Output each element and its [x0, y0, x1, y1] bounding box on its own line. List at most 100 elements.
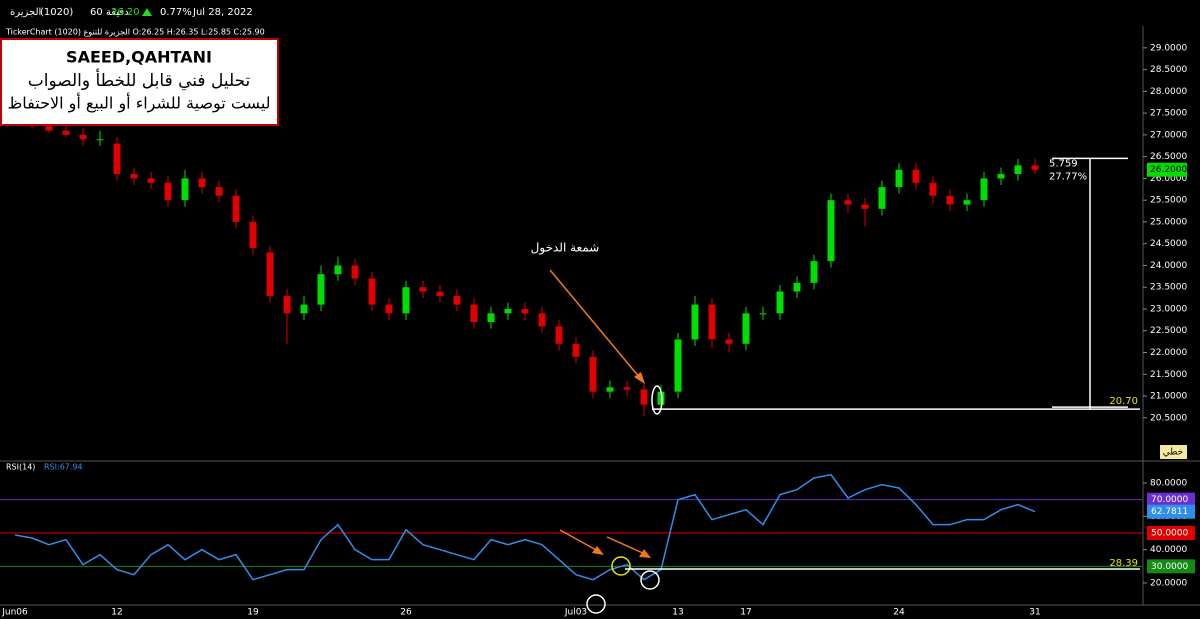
measure-change: 5.759 — [1049, 158, 1078, 169]
candle-body — [215, 187, 223, 196]
note-title: SAEED,QAHTANI — [66, 48, 212, 67]
x-tick-label: 19 — [247, 608, 259, 618]
candle-body — [827, 200, 835, 262]
level-tag-label: 50.0000 — [1151, 529, 1188, 539]
candle-body — [45, 126, 53, 131]
candle-body — [181, 178, 189, 201]
candle-body — [861, 204, 869, 209]
up-arrow — [142, 8, 152, 16]
arrow — [606, 536, 646, 555]
candle-body — [385, 304, 393, 314]
candle-body — [980, 178, 988, 201]
candle-body — [130, 174, 138, 179]
candle-body — [453, 295, 461, 305]
candle-body — [929, 182, 937, 196]
candle-body — [113, 143, 121, 175]
candle-body — [963, 200, 971, 205]
level-tag — [1147, 559, 1195, 574]
y-tick-label: 22.0000 — [1150, 348, 1187, 358]
y-tick-label: 24.5000 — [1150, 239, 1187, 249]
y-tick-label: 29.0000 — [1150, 43, 1187, 53]
candle-body — [470, 304, 478, 323]
level-tag — [1147, 526, 1195, 540]
y-tick-label: 27.5000 — [1150, 109, 1187, 119]
candle-body — [283, 295, 291, 314]
candle-body — [878, 187, 886, 209]
candle-body — [793, 282, 801, 292]
y-tick-label: 20.5000 — [1150, 413, 1187, 423]
candle-body — [351, 265, 359, 279]
candle-body — [810, 261, 818, 283]
candle-body — [164, 182, 172, 201]
base-label: 20.70 — [1109, 396, 1138, 407]
candle-body — [759, 313, 767, 315]
plot — [0, 110, 1143, 581]
x-tick-label: 26 — [400, 608, 412, 618]
y-tick-label: 20.0000 — [1150, 579, 1187, 589]
candle-body — [147, 178, 155, 183]
header-symbol: الجزيرة — [10, 7, 41, 18]
style-tag — [1160, 445, 1187, 459]
candle-body — [521, 308, 529, 314]
note-box — [0, 38, 279, 126]
panel-subtitle: RSI:67.94 — [44, 463, 83, 472]
candle-body — [538, 313, 546, 327]
candle-body — [997, 174, 1005, 179]
y-tick-label: 26.0000 — [1150, 174, 1187, 184]
note-line: ليست توصية للشراء أو البيع أو الاحتفاظ — [7, 93, 270, 114]
y-tick-label: 27.0000 — [1150, 130, 1187, 140]
entry-annotation: شمعة الدخول — [531, 241, 600, 256]
header-code: (1020) — [40, 7, 73, 18]
candle-body — [368, 278, 376, 305]
candle-body — [572, 343, 580, 357]
y-tick-label: 80.0000 — [1150, 479, 1187, 489]
candle-body — [96, 139, 104, 141]
y-tick-label: 22.5000 — [1150, 326, 1187, 336]
marker-label: 28.39 — [1109, 558, 1138, 569]
candle-body — [334, 265, 342, 275]
ohlc-line: TickerChart الجزيرة للتنوع (1020) O:26.2… — [5, 28, 265, 37]
y-tick-label: 23.0000 — [1150, 304, 1187, 314]
candle-body — [912, 169, 920, 183]
arrowhead — [592, 546, 604, 555]
candle-body — [249, 221, 257, 249]
header-interval: 60 دقيقة — [90, 7, 129, 18]
arrow — [559, 529, 599, 552]
candle-body — [691, 304, 699, 340]
candle-body — [419, 287, 427, 292]
candle-body — [436, 291, 444, 296]
level-tag — [1147, 492, 1195, 507]
x-tick-label: Jun06 — [1, 608, 28, 618]
level-tag-label: 30.0000 — [1151, 562, 1188, 572]
candle-body — [300, 304, 308, 314]
highlight-circle — [640, 570, 660, 590]
candle-body — [62, 130, 70, 135]
note-line: تحليل فني قابل للخطأ والصواب — [28, 68, 251, 91]
candle-body — [844, 200, 852, 205]
candle-body — [79, 134, 87, 140]
candle-body — [555, 326, 563, 344]
candle-body — [317, 274, 325, 305]
candle-body — [708, 304, 716, 340]
candle-body — [895, 169, 903, 188]
candle-body — [232, 195, 240, 222]
candle-body — [487, 313, 495, 323]
x-tick-label: 24 — [893, 608, 905, 618]
highlight-circle — [586, 594, 606, 614]
rsi-line — [14, 473, 1036, 581]
y-tick-label: 40.0000 — [1150, 545, 1187, 555]
candle-body — [589, 356, 597, 392]
y-tick-label: 21.5000 — [1150, 370, 1187, 380]
header-date: Jul 28, 2022 — [192, 7, 253, 18]
candle-body — [198, 178, 206, 188]
header-change: 0.77% — [160, 7, 192, 18]
arrowhead — [634, 372, 645, 384]
arrow — [549, 269, 641, 379]
x-tick-label: 12 — [111, 608, 122, 618]
y-tick-label: 25.5000 — [1150, 196, 1187, 206]
y-tick-label: 23.5000 — [1150, 283, 1187, 293]
candle-body — [640, 389, 648, 405]
value-tag — [1147, 504, 1195, 519]
candle-body — [1031, 165, 1039, 170]
